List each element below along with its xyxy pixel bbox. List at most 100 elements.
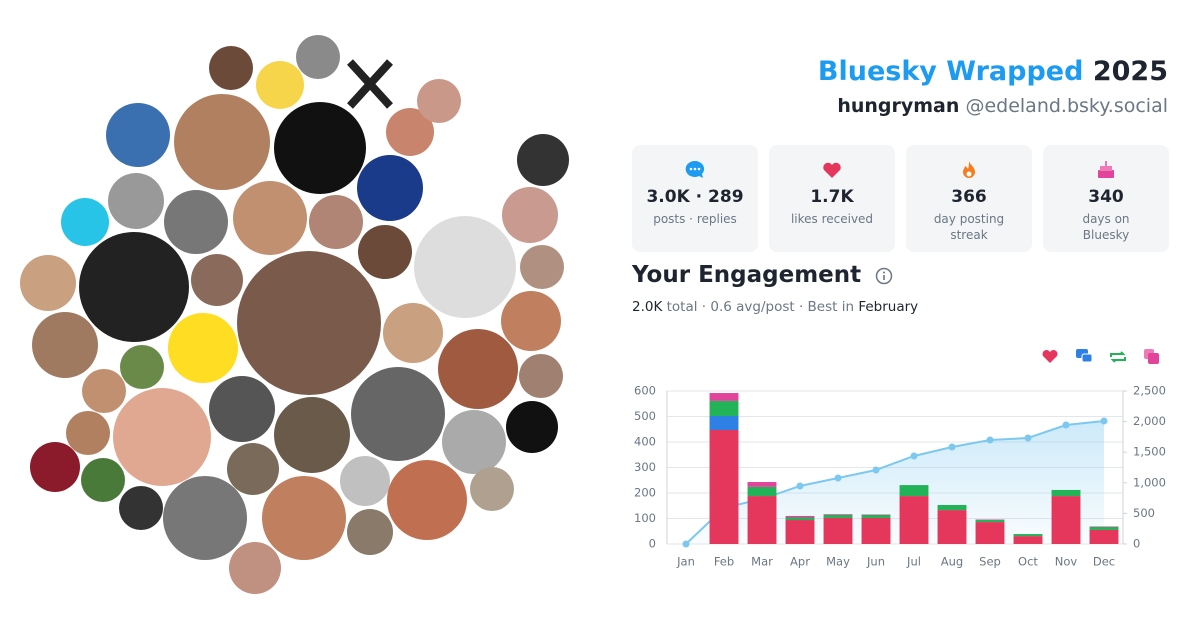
stat-value: 366 — [951, 187, 987, 207]
avatar — [502, 187, 558, 243]
bar-segment — [899, 485, 929, 497]
avatar — [296, 35, 340, 79]
line-point — [948, 443, 956, 451]
stat-label: likes received — [790, 212, 874, 226]
avatar — [120, 345, 164, 389]
bar-segment — [975, 522, 1005, 544]
stat-value: 340 — [1088, 187, 1124, 207]
stat-card: 366 day posting streak — [906, 145, 1032, 252]
x-tick-label: Feb — [714, 555, 734, 569]
bar-segment — [975, 519, 1005, 521]
avatar — [209, 46, 253, 90]
avatar — [229, 542, 281, 594]
line-point — [796, 482, 804, 490]
legend — [1042, 349, 1159, 364]
stat-card: 3.0K · 289 posts · replies — [632, 145, 758, 252]
avatar — [501, 291, 561, 351]
avatar — [274, 397, 350, 473]
title-year: 2025 — [1092, 56, 1168, 87]
avatar — [340, 456, 390, 506]
avatar — [357, 155, 423, 221]
avatar — [274, 102, 366, 194]
bar-segment — [937, 504, 967, 511]
line-point — [834, 474, 842, 482]
x-tick-label: Jun — [866, 555, 885, 569]
summary-text: total · 0.6 avg/post · Best in — [666, 299, 855, 315]
avatar — [108, 173, 164, 229]
legend-replies[interactable] — [1076, 349, 1093, 363]
y-tick-label: 400 — [634, 435, 656, 449]
avatar — [417, 79, 461, 123]
icon — [823, 162, 841, 178]
bar-segment — [823, 514, 853, 518]
x-tick-label: Jan — [676, 555, 695, 569]
user: hungryman @edeland.bsky.social — [837, 95, 1168, 117]
x-tick-label: Apr — [790, 555, 810, 569]
line-point — [910, 452, 918, 460]
bar-segment — [823, 514, 853, 515]
legend-quotes[interactable] — [1144, 349, 1159, 364]
y2-tick-label: 2,500 — [1133, 384, 1166, 398]
title: Bluesky Wrapped 2025 — [818, 56, 1168, 87]
avatar — [445, 132, 505, 192]
avatar — [309, 195, 363, 249]
avatar — [163, 476, 247, 560]
y-tick-label: 600 — [634, 384, 656, 398]
stat-label: posts · replies — [653, 212, 737, 226]
avatar — [506, 401, 558, 453]
avatar — [20, 255, 76, 311]
avatar — [32, 312, 98, 378]
y-tick-label: 300 — [634, 460, 656, 474]
line-point — [872, 466, 880, 474]
bar-segment — [861, 517, 891, 544]
avatar — [387, 460, 467, 540]
x-tick-label: Nov — [1055, 555, 1078, 569]
avatar — [209, 376, 275, 442]
bar-segment — [1089, 526, 1119, 527]
avatar — [438, 329, 518, 409]
avatar — [233, 181, 307, 255]
avatar-logo — [347, 59, 393, 109]
avatar — [347, 509, 393, 555]
avatar — [30, 442, 80, 492]
bar-segment — [785, 515, 815, 518]
bar-segment — [1051, 489, 1081, 497]
avatar — [262, 476, 346, 560]
avatar — [66, 411, 110, 455]
legend-likes[interactable] — [1042, 349, 1058, 363]
x-tick-label: Aug — [941, 555, 963, 569]
bar-segment — [709, 393, 739, 401]
avatar — [164, 190, 228, 254]
x-tick-label: Mar — [751, 555, 773, 569]
info-icon[interactable] — [875, 267, 893, 285]
line-area — [686, 420, 1104, 544]
y2-tick-label: 2,000 — [1133, 414, 1166, 428]
bar-segment — [747, 496, 777, 544]
avatar — [168, 313, 238, 383]
engagement-summary: 2.0K total · 0.6 avg/post · Best in Febr… — [632, 299, 918, 315]
avatar — [256, 61, 304, 109]
avatar — [351, 367, 445, 461]
display-name: hungryman — [837, 95, 960, 117]
bar-segment — [861, 514, 891, 518]
avatar — [79, 232, 189, 342]
avatar — [414, 216, 516, 318]
avatar — [113, 388, 211, 486]
avatar — [470, 467, 514, 511]
avatar — [383, 303, 443, 363]
bar-segment — [785, 520, 815, 544]
bar-segment — [785, 517, 815, 521]
stat-value: 1.7K — [810, 187, 854, 207]
x-tick-label: Dec — [1093, 555, 1115, 569]
line-point — [682, 540, 690, 548]
bar-segment — [1051, 496, 1081, 544]
bar-segment — [937, 510, 967, 544]
best-month: February — [858, 299, 919, 315]
legend-reposts[interactable] — [1110, 351, 1126, 363]
section-title: Your Engagement — [632, 262, 893, 288]
bar-segment — [1089, 529, 1119, 544]
bar-segment — [709, 400, 739, 416]
icon — [1098, 161, 1114, 178]
line-point — [1100, 417, 1108, 425]
